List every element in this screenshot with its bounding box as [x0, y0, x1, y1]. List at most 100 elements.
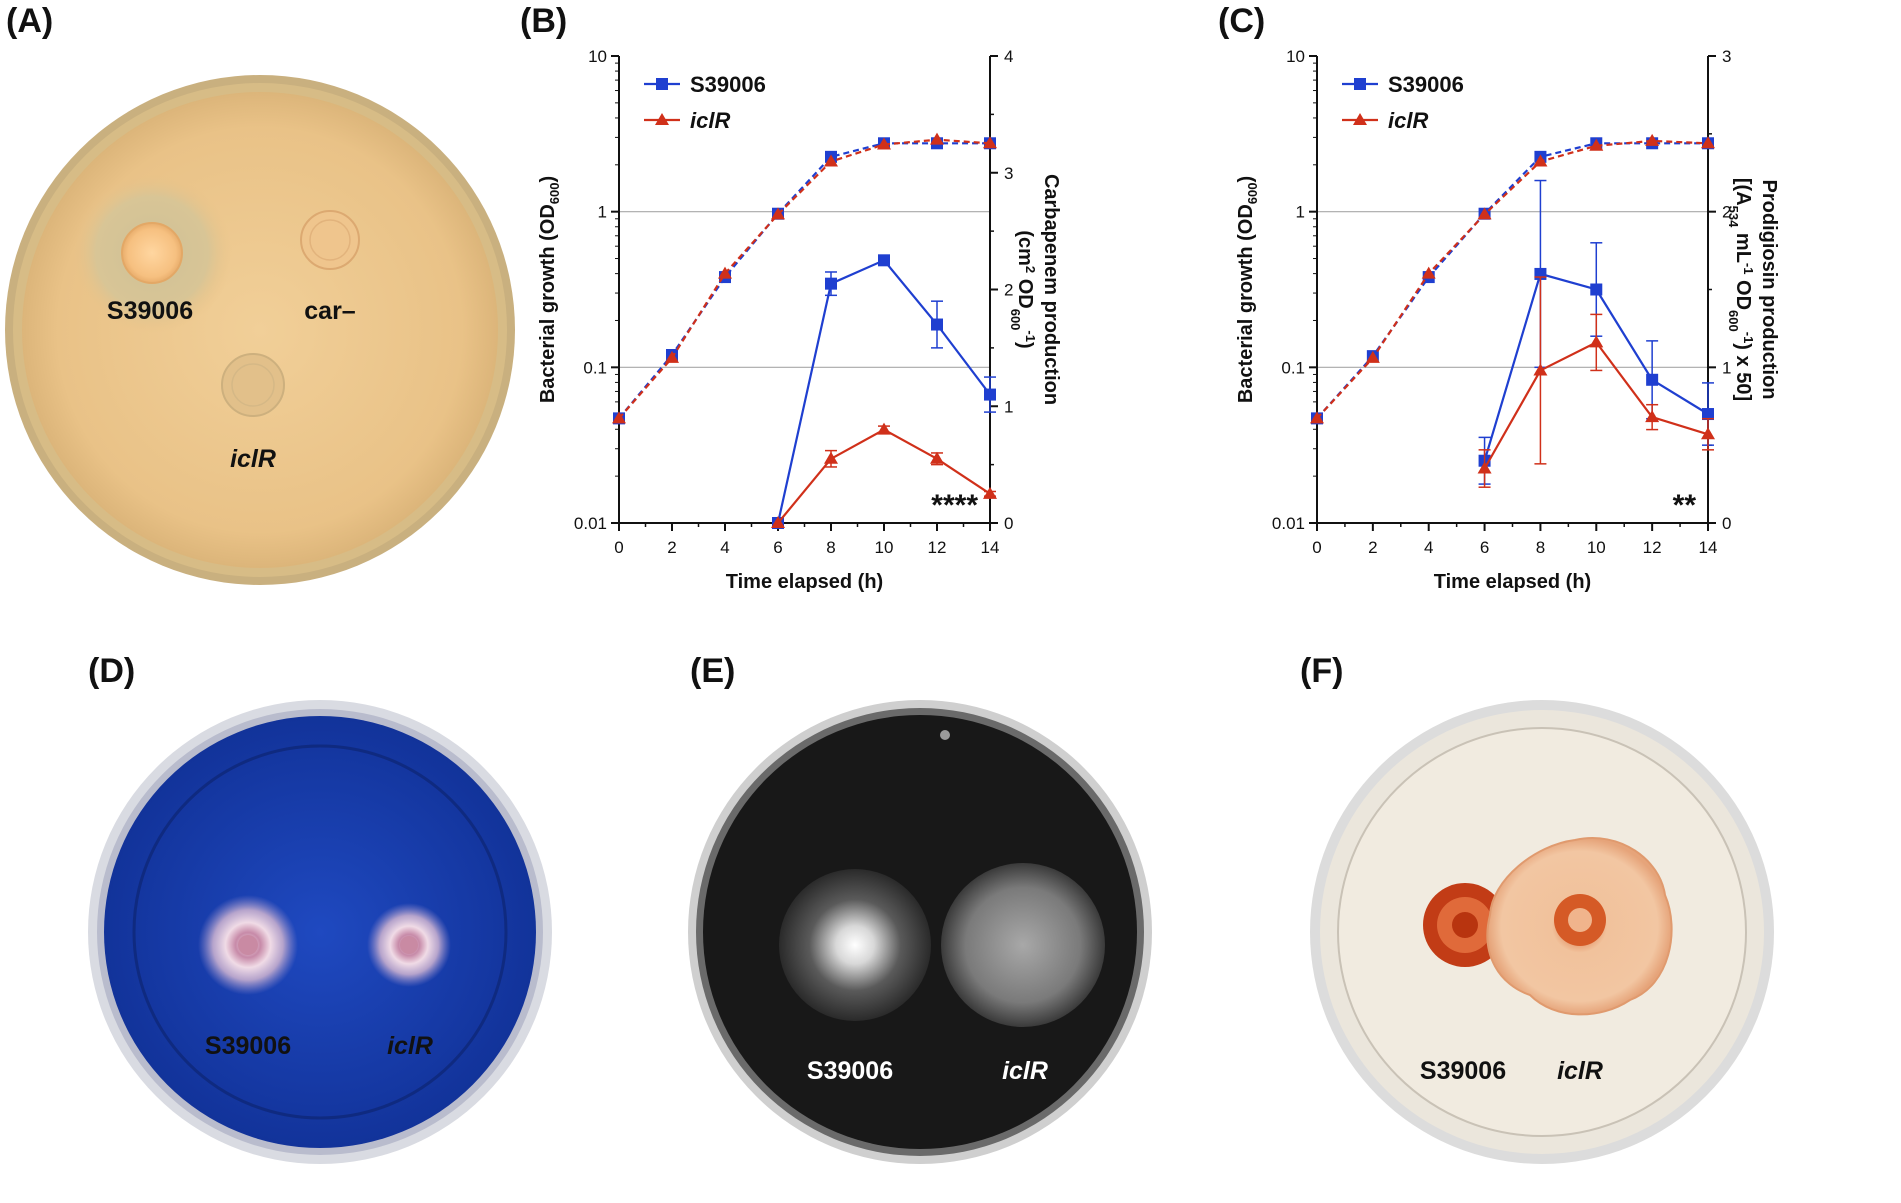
- y-right-label-part: (cm: [1014, 230, 1036, 266]
- y-right-label-part: ): [1014, 342, 1036, 349]
- y-right-tick-label: 1: [1004, 397, 1013, 416]
- y-left-axis-label: Bacterial growth (OD600): [537, 176, 562, 403]
- plate-a-colony-s39006: [121, 222, 183, 284]
- data-point-triangle: [665, 350, 679, 363]
- y-left-label-sub: 600: [547, 183, 562, 205]
- legend-label-s39006: S39006: [1388, 72, 1464, 97]
- y-left-label-main: Bacterial growth (OD: [1235, 204, 1257, 403]
- x-tick-label: 4: [720, 538, 729, 557]
- y-right-label-part: ) x 50]: [1732, 343, 1754, 401]
- y-left-label-end: ): [537, 176, 559, 183]
- legend-label-s39006: S39006: [690, 72, 766, 97]
- plate-f: [1310, 700, 1774, 1164]
- y-right-label-part: 2: [1024, 266, 1039, 273]
- plate-f-label-s39006: S39006: [1419, 1057, 1507, 1085]
- y-left-label-end: ): [1235, 176, 1257, 183]
- plate-d: [88, 700, 552, 1164]
- series-line: [1316, 139, 1709, 420]
- legend-label-iclr: iclR: [1388, 108, 1428, 133]
- x-tick-label: 6: [773, 538, 782, 557]
- x-axis-label: Time elapsed (h): [726, 571, 883, 593]
- data-point-triangle: [771, 516, 785, 528]
- y-right-label-part: mL: [1732, 227, 1754, 263]
- y-right-label-part: -1: [1024, 330, 1039, 342]
- series-left-blue: [613, 137, 996, 425]
- x-tick-label: 2: [1368, 538, 1377, 557]
- y-right-label-part: 600: [1727, 310, 1742, 332]
- data-point-triangle: [824, 451, 838, 464]
- data-point-square: [984, 388, 996, 401]
- y-right-label-part: -1: [1742, 263, 1757, 275]
- series-line: [618, 138, 991, 420]
- y-right-tick-label: 3: [1004, 164, 1013, 183]
- plate-e: [688, 700, 1152, 1164]
- y-left-tick-label: 0.01: [1272, 514, 1305, 533]
- data-point-triangle: [718, 266, 732, 279]
- data-point-triangle: [1701, 427, 1715, 440]
- y-right-tick-label: 3: [1722, 47, 1731, 66]
- data-point-triangle: [1701, 136, 1715, 149]
- y-right-tick-label: 0: [1722, 514, 1731, 533]
- plate-e-colony-s39006: [779, 869, 931, 1021]
- data-point-triangle: [1645, 410, 1660, 423]
- data-point-square: [878, 254, 890, 267]
- plate-f-colony-iclr: [1486, 837, 1673, 1016]
- significance-annotation: **: [1673, 489, 1697, 522]
- legend-marker-s39006: [656, 78, 668, 90]
- chart-c: 0 2 4 6 8 10 12 14 0.01 0.1 1 10 0 1 2 3 Time elapsed (h…: [1218, 40, 1818, 620]
- data-point-triangle: [1589, 335, 1604, 348]
- plate-a-colony-iclr-inner: [231, 363, 275, 407]
- y-right-label-part: 534: [1727, 206, 1742, 228]
- series-right-red: [1477, 276, 1715, 488]
- plate-a-label-car: car–: [304, 297, 356, 325]
- x-tick-label: 10: [1587, 538, 1606, 557]
- data-point-triangle: [771, 207, 785, 220]
- series-right-blue: [772, 254, 996, 529]
- plate-a: [5, 75, 515, 585]
- plate-e-label-s39006: S39006: [806, 1057, 894, 1085]
- legend-label-iclr: iclR: [690, 108, 730, 133]
- y-left-axis-label: Bacterial growth (OD600): [1235, 176, 1260, 403]
- data-point-triangle: [930, 132, 944, 145]
- data-point-triangle: [983, 486, 997, 499]
- data-point-triangle: [1365, 350, 1380, 363]
- x-tick-label: 14: [981, 538, 1000, 557]
- y-left-tick-label: 1: [598, 203, 607, 222]
- y-left-label-sub: 600: [1245, 183, 1260, 205]
- panel-letter-a: (A): [6, 2, 54, 40]
- y-left-tick-label: 10: [1286, 47, 1305, 66]
- y-right-tick-label: 4: [1004, 47, 1013, 66]
- x-tick-label: 0: [614, 538, 623, 557]
- plate-f-colony-s39006: [1423, 883, 1507, 967]
- y-right-label-part: Prodigiosin production: [1758, 180, 1780, 400]
- y-right-tick-label: 1: [1722, 358, 1731, 377]
- panel-letter-c: (C): [1218, 2, 1266, 40]
- plate-d-colony-iclr: [400, 936, 418, 954]
- y-right-tick-label: 2: [1004, 281, 1013, 300]
- plate-d-inner-ring: [132, 744, 508, 1120]
- significance-annotation: ****: [931, 489, 978, 522]
- y-left-tick-label: 0.01: [574, 514, 607, 533]
- series-left-red: [1310, 133, 1715, 424]
- data-point-square: [1590, 283, 1603, 296]
- legend-marker-iclr: [655, 113, 669, 125]
- data-point-square: [825, 277, 837, 290]
- plate-e-colony-iclr: [941, 863, 1105, 1027]
- panel-letter-d: (D): [88, 652, 136, 690]
- y-left-tick-label: 0.1: [583, 358, 607, 377]
- panel-letter-f: (F): [1300, 652, 1344, 690]
- x-tick-label: 12: [928, 538, 947, 557]
- data-point-square: [931, 318, 943, 331]
- y-left-tick-label: 1: [1296, 203, 1305, 222]
- x-tick-label: 2: [667, 538, 676, 557]
- y-left-label-main: Bacterial growth (OD: [537, 204, 559, 403]
- plate-e-bubble: [940, 730, 950, 740]
- plate-a-colony-iclr: [221, 353, 285, 417]
- data-point-triangle: [824, 154, 838, 167]
- legend-marker-s39006: [1354, 78, 1366, 90]
- series-right-red: [771, 422, 997, 528]
- plate-d-label-iclr: iclR: [387, 1032, 433, 1060]
- series-line: [618, 142, 990, 420]
